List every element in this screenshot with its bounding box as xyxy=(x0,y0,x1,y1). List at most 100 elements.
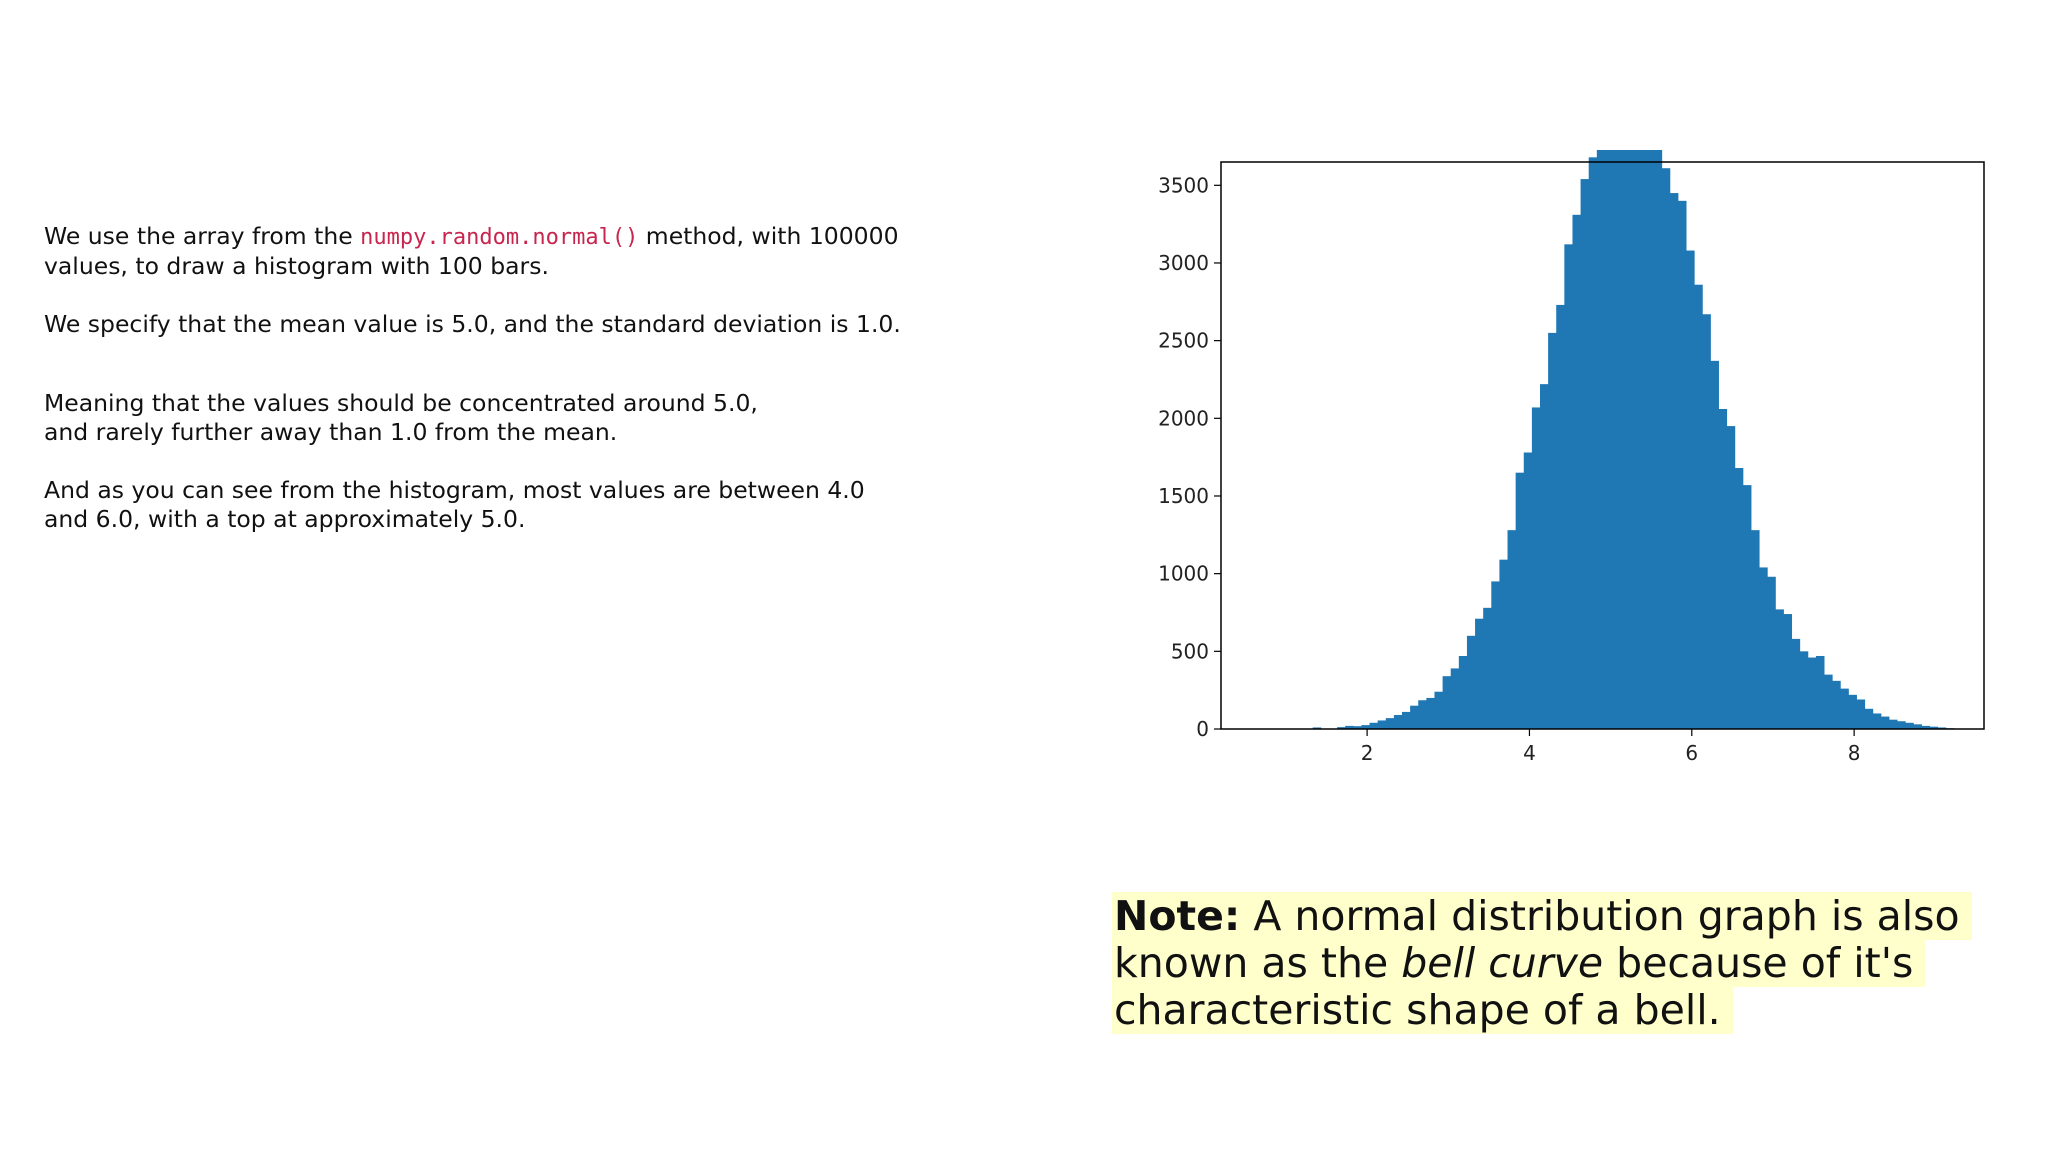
y-tick-label: 500 xyxy=(1171,639,1209,663)
histogram-bar xyxy=(1897,721,1906,729)
histogram-bar xyxy=(1629,150,1638,729)
x-tick-label: 6 xyxy=(1685,741,1698,765)
plot-frame xyxy=(1220,161,1985,730)
histogram-bar xyxy=(1556,304,1565,729)
histogram-bar xyxy=(1361,725,1370,729)
histogram-bar xyxy=(1353,726,1362,729)
histogram-bar xyxy=(1564,244,1573,729)
note-line2-before: known as the xyxy=(1114,939,1402,987)
histogram-bar xyxy=(1548,332,1557,729)
y-tick-label: 2500 xyxy=(1158,329,1209,353)
p4-line1: And as you can see from the histogram, m… xyxy=(44,476,865,504)
y-tick-label: 1000 xyxy=(1158,562,1209,586)
histogram-bar xyxy=(1604,150,1614,729)
histogram-chart: 0 500 1000 1500 2000 2500 3000 3500 2 4 6 8 xyxy=(1158,150,1985,765)
histogram-bar xyxy=(1807,657,1817,729)
note-line-3: characteristic shape of a bell. xyxy=(1112,986,1733,1034)
note-line-1: Note: A normal distribution graph is als… xyxy=(1112,892,1972,940)
histogram-bar xyxy=(1418,700,1427,729)
histogram-bar xyxy=(1531,407,1541,729)
histogram-bar xyxy=(1539,384,1549,729)
note-line1-text: A normal distribution graph is also xyxy=(1240,892,1960,940)
explanation-paragraph-1: We use the array from the numpy.random.n… xyxy=(44,222,984,281)
histogram-bar xyxy=(1621,150,1630,729)
histogram-bar xyxy=(1872,713,1882,729)
histogram-bar xyxy=(1856,699,1866,729)
p3-line2: and rarely further away than 1.0 from th… xyxy=(44,418,618,446)
histogram-bar xyxy=(1694,284,1703,729)
histogram-bar xyxy=(1491,581,1500,729)
histogram-bar xyxy=(1385,718,1395,729)
histogram-bars xyxy=(1312,150,1955,730)
histogram-bar xyxy=(1426,697,1435,729)
histogram-bar xyxy=(1840,688,1849,729)
histogram-bar xyxy=(1645,150,1655,729)
histogram-bar xyxy=(1523,452,1533,729)
histogram-bar xyxy=(1312,727,1322,729)
histogram-bar xyxy=(1759,567,1768,729)
histogram-bar xyxy=(1669,193,1679,730)
p1-text-after: method, with 100000 xyxy=(638,222,899,250)
histogram-bar xyxy=(1588,157,1598,729)
histogram-bar xyxy=(1864,708,1874,729)
histogram-bar xyxy=(1475,618,1484,729)
histogram-bar xyxy=(1515,472,1525,729)
histogram-bar xyxy=(1686,250,1695,729)
histogram-bar xyxy=(1377,720,1387,729)
p1-code: numpy.random.normal() xyxy=(360,225,639,250)
histogram-bar xyxy=(1929,726,1939,729)
histogram-bar xyxy=(1783,614,1793,729)
histogram-bar xyxy=(1596,150,1606,730)
p4-line2: and 6.0, with a top at approximately 5.0… xyxy=(44,505,526,533)
note-line2-after: because of it's xyxy=(1603,939,1914,987)
histogram-bar xyxy=(1710,360,1719,729)
histogram-bar xyxy=(1880,716,1890,729)
histogram-bar xyxy=(1921,725,1931,729)
histogram-bar xyxy=(1791,638,1801,729)
histogram-bar xyxy=(1337,727,1346,729)
histogram-bar xyxy=(1913,724,1922,729)
x-axis: 2 4 6 8 xyxy=(1361,729,1861,765)
p3-line1: Meaning that the values should be concen… xyxy=(44,389,758,417)
histogram-bar xyxy=(1775,609,1784,729)
histogram-bar xyxy=(1483,607,1492,729)
explanation-text: We use the array from the numpy.random.n… xyxy=(44,222,984,534)
histogram-bar xyxy=(1848,694,1857,729)
histogram-bar xyxy=(1726,426,1736,729)
histogram-bar xyxy=(1507,530,1517,729)
histogram-bar xyxy=(1661,168,1671,730)
p1-text-before: We use the array from the xyxy=(44,222,361,250)
histogram-bar xyxy=(1613,150,1622,730)
histogram-bar xyxy=(1702,314,1711,729)
histogram-bar xyxy=(1905,722,1914,729)
histogram-bar xyxy=(1458,655,1468,729)
histogram-bar xyxy=(1410,705,1419,729)
x-tick-label: 2 xyxy=(1361,741,1374,765)
explanation-paragraph-4: And as you can see from the histogram, m… xyxy=(44,476,984,534)
histogram-bar xyxy=(1637,150,1646,729)
p1-line2: values, to draw a histogram with 100 bar… xyxy=(44,252,549,280)
histogram-bar xyxy=(1402,711,1411,729)
y-tick-label: 1500 xyxy=(1158,484,1209,508)
histogram-bar xyxy=(1677,200,1687,729)
histogram-bar xyxy=(1815,655,1825,729)
note-emphasis: bell curve xyxy=(1401,939,1604,987)
y-tick-label: 3500 xyxy=(1158,173,1209,197)
histogram-bar xyxy=(1734,468,1744,729)
x-tick-label: 8 xyxy=(1848,741,1861,765)
histogram-bar xyxy=(1824,674,1833,729)
y-tick-label: 0 xyxy=(1196,717,1209,741)
histogram-bar xyxy=(1937,727,1947,729)
histogram-bar xyxy=(1442,676,1452,729)
histogram-bar xyxy=(1369,722,1379,729)
histogram-bar xyxy=(1499,559,1508,729)
note-line-2: known as the bell curve because of it's xyxy=(1112,939,1926,987)
histogram-bar xyxy=(1832,680,1841,729)
histogram-bar xyxy=(1653,150,1663,729)
histogram-bar xyxy=(1742,485,1752,729)
note-box: Note: A normal distribution graph is als… xyxy=(1112,892,1972,1034)
y-tick-label: 3000 xyxy=(1158,251,1209,275)
x-tick-label: 4 xyxy=(1523,741,1536,765)
histogram-bar xyxy=(1580,179,1590,730)
explanation-paragraph-3: Meaning that the values should be concen… xyxy=(44,389,984,447)
